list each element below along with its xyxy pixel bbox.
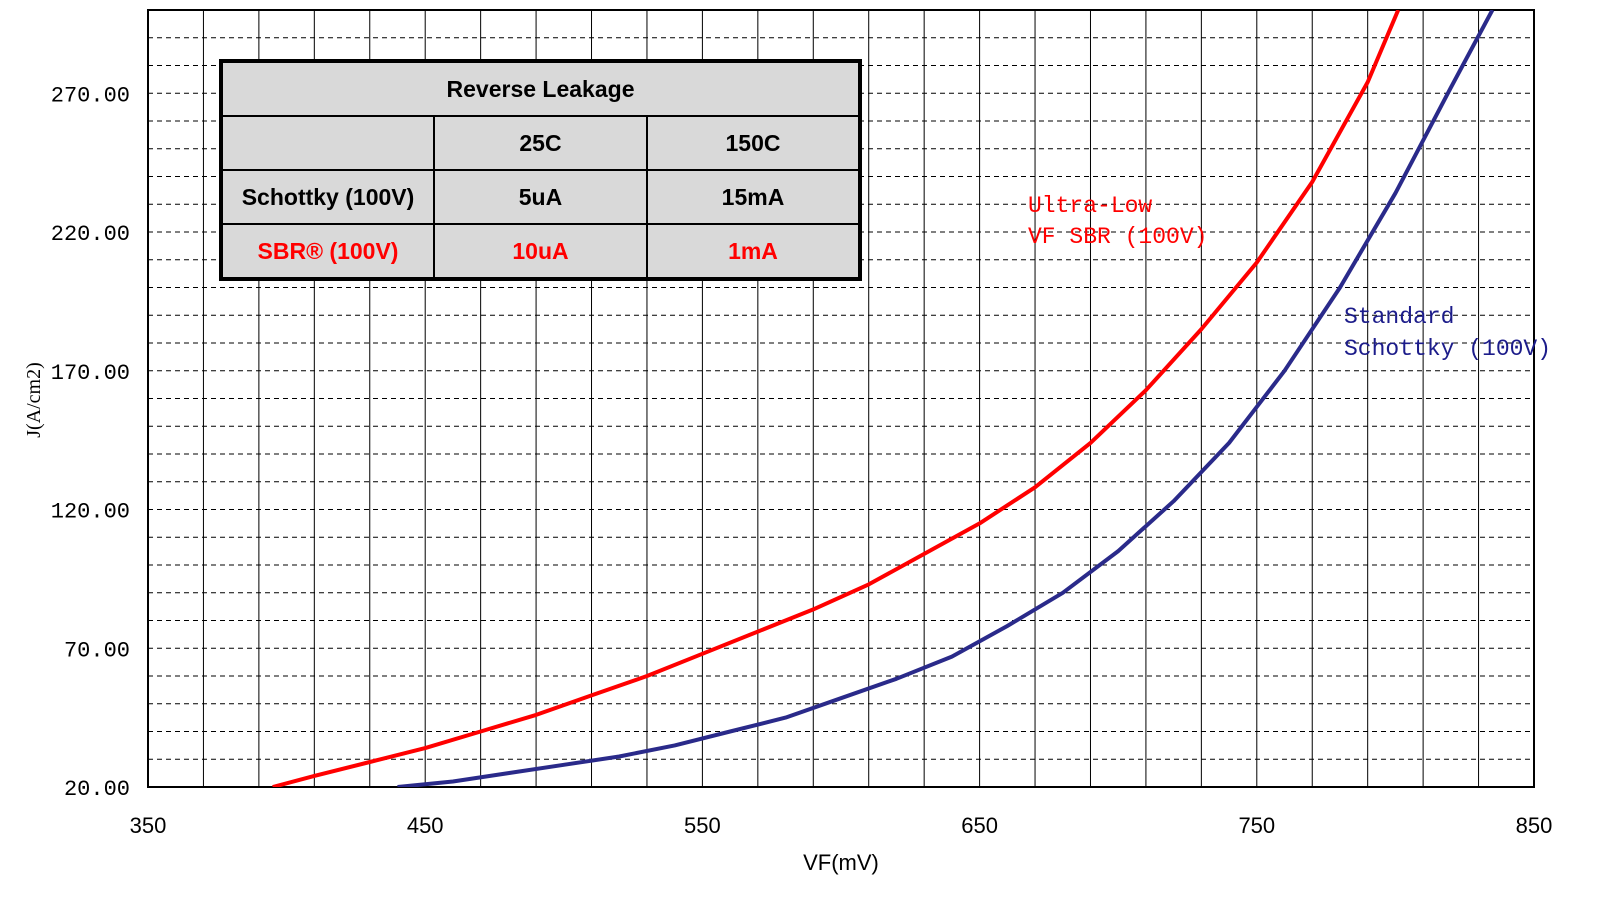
y-tick-label: 220.00	[51, 222, 130, 247]
annotation-sbr: Ultra-Low VF SBR (100V)	[1028, 193, 1207, 250]
table-cell-150c: 15mA	[647, 170, 860, 224]
y-axis-label: J(A/cm2)	[23, 362, 45, 438]
y-tick-label: 270.00	[51, 83, 130, 108]
annotation-sbr-line1: Ultra-Low	[1028, 193, 1152, 219]
annotation-schottky: Standard Schottky (100V)	[1344, 304, 1551, 362]
table-title: Reverse Leakage	[221, 61, 860, 116]
table-row: Schottky (100V) 5uA 15mA	[221, 170, 860, 224]
x-tick-label: 750	[1238, 813, 1275, 838]
y-tick-label: 70.00	[64, 638, 130, 663]
x-tick-label: 450	[407, 813, 444, 838]
y-tick-label: 170.00	[51, 361, 130, 386]
table-cell-25c: 5uA	[434, 170, 647, 224]
annotation-schottky-line1: Standard	[1344, 304, 1454, 330]
table-header-blank	[221, 116, 434, 170]
y-tick-label: 20.00	[64, 777, 130, 802]
x-tick-label: 550	[684, 813, 721, 838]
table-cell-150c: 1mA	[647, 224, 860, 279]
reverse-leakage-table: Reverse Leakage 25C 150C Schottky (100V)…	[219, 59, 862, 281]
x-tick-label: 650	[961, 813, 998, 838]
y-tick-label: 120.00	[51, 500, 130, 525]
x-tick-label: 850	[1516, 813, 1553, 838]
table-header-150c: 150C	[647, 116, 860, 170]
table-row-label: Schottky (100V)	[221, 170, 434, 224]
table-cell-25c: 10uA	[434, 224, 647, 279]
x-axis-label: VF(mV)	[803, 850, 879, 875]
annotation-sbr-line2: VF SBR (100V)	[1028, 224, 1207, 250]
annotation-schottky-line2: Schottky (100V)	[1344, 336, 1551, 362]
x-tick-label: 350	[130, 813, 167, 838]
table-row-label: SBR® (100V)	[221, 224, 434, 279]
table-header-row: 25C 150C	[221, 116, 860, 170]
table-title-row: Reverse Leakage	[221, 61, 860, 116]
table-row: SBR® (100V) 10uA 1mA	[221, 224, 860, 279]
table-header-25c: 25C	[434, 116, 647, 170]
